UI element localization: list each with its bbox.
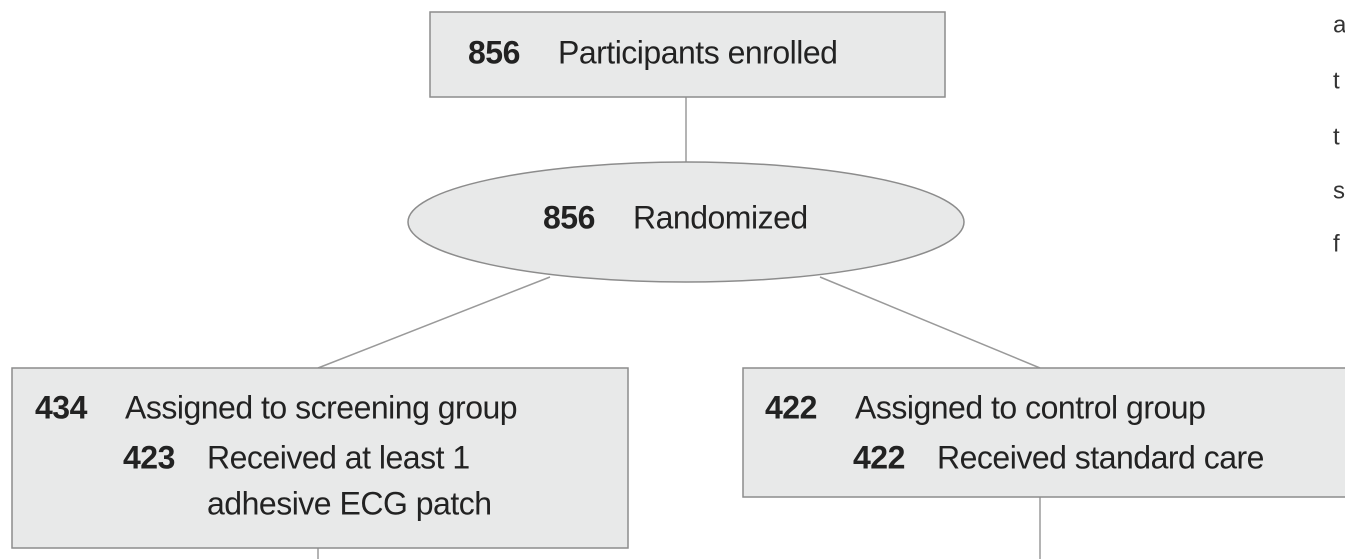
side-text: t [1333,67,1340,94]
side-text: f [1333,230,1340,257]
connector [317,276,551,369]
label: Participants enrolled [558,34,837,70]
side-text: t [1333,123,1340,150]
label: Received at least 1 [207,439,470,475]
enrolled-box [429,11,946,98]
count: 434 [35,389,88,425]
count: 422 [765,389,817,425]
randomized-ellipse [407,161,965,283]
connector [819,276,1041,369]
label: Received standard care [937,439,1264,475]
label: Assigned to screening group [125,389,517,425]
label: Assigned to control group [855,389,1205,425]
label: adhesive ECG patch [207,485,492,521]
count: 422 [853,439,905,475]
control-box [742,367,1345,498]
count: 856 [543,199,595,235]
screening-box [11,367,629,549]
label: Randomized [633,199,808,235]
count: 856 [468,34,520,70]
side-text: s [1333,177,1345,204]
count: 423 [123,439,175,475]
side-text: a [1333,11,1345,38]
